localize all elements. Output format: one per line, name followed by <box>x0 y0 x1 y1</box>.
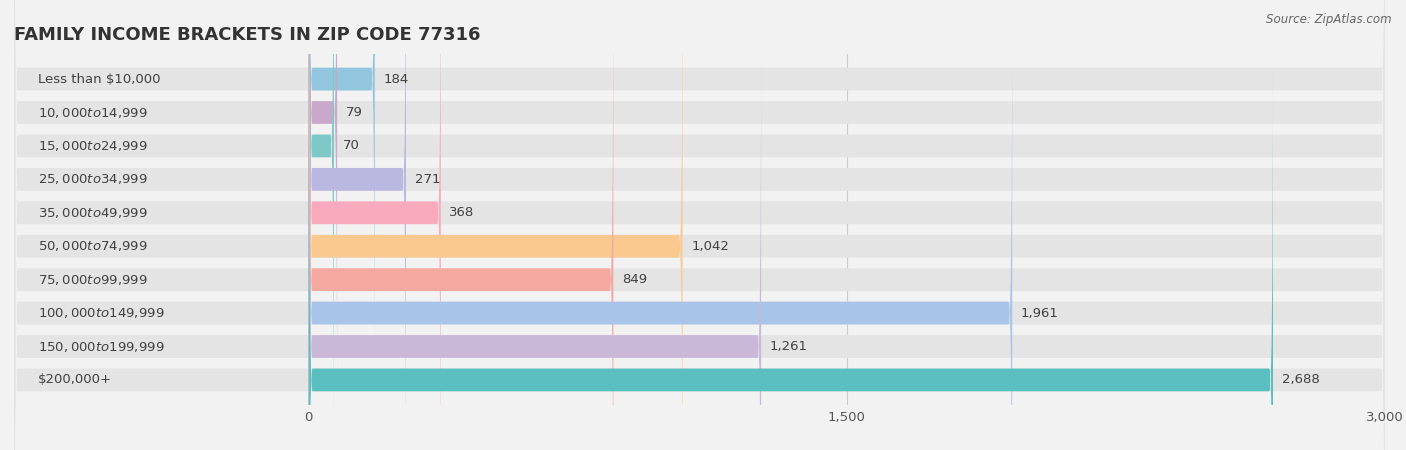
Text: $15,000 to $24,999: $15,000 to $24,999 <box>38 139 148 153</box>
Text: 79: 79 <box>346 106 363 119</box>
Text: $100,000 to $149,999: $100,000 to $149,999 <box>38 306 165 320</box>
Text: 368: 368 <box>450 206 475 219</box>
Text: 849: 849 <box>621 273 647 286</box>
FancyBboxPatch shape <box>14 0 1385 450</box>
FancyBboxPatch shape <box>14 0 1385 436</box>
Text: $150,000 to $199,999: $150,000 to $199,999 <box>38 339 165 354</box>
Text: 2,688: 2,688 <box>1282 374 1319 387</box>
FancyBboxPatch shape <box>14 0 1385 402</box>
Text: $10,000 to $14,999: $10,000 to $14,999 <box>38 105 148 120</box>
FancyBboxPatch shape <box>309 0 441 450</box>
Text: $25,000 to $34,999: $25,000 to $34,999 <box>38 172 148 186</box>
Text: $75,000 to $99,999: $75,000 to $99,999 <box>38 273 148 287</box>
Text: $50,000 to $74,999: $50,000 to $74,999 <box>38 239 148 253</box>
FancyBboxPatch shape <box>309 0 406 450</box>
Text: 70: 70 <box>343 140 360 153</box>
Text: 1,961: 1,961 <box>1021 306 1059 320</box>
FancyBboxPatch shape <box>14 23 1385 450</box>
FancyBboxPatch shape <box>309 23 761 450</box>
FancyBboxPatch shape <box>309 0 375 402</box>
Text: Less than $10,000: Less than $10,000 <box>38 72 160 86</box>
FancyBboxPatch shape <box>14 0 1385 450</box>
FancyBboxPatch shape <box>309 0 333 450</box>
Text: Source: ZipAtlas.com: Source: ZipAtlas.com <box>1267 14 1392 27</box>
FancyBboxPatch shape <box>309 0 1012 450</box>
Text: 184: 184 <box>384 72 409 86</box>
FancyBboxPatch shape <box>14 0 1385 450</box>
Text: 1,042: 1,042 <box>692 240 730 253</box>
FancyBboxPatch shape <box>309 0 682 450</box>
Text: 271: 271 <box>415 173 440 186</box>
Text: FAMILY INCOME BRACKETS IN ZIP CODE 77316: FAMILY INCOME BRACKETS IN ZIP CODE 77316 <box>14 26 481 44</box>
FancyBboxPatch shape <box>14 57 1385 450</box>
FancyBboxPatch shape <box>14 0 1385 450</box>
Text: $200,000+: $200,000+ <box>38 374 111 387</box>
FancyBboxPatch shape <box>309 57 1272 450</box>
FancyBboxPatch shape <box>309 0 337 436</box>
FancyBboxPatch shape <box>14 0 1385 450</box>
FancyBboxPatch shape <box>309 0 613 450</box>
Text: $35,000 to $49,999: $35,000 to $49,999 <box>38 206 148 220</box>
FancyBboxPatch shape <box>14 0 1385 450</box>
Text: 1,261: 1,261 <box>769 340 807 353</box>
